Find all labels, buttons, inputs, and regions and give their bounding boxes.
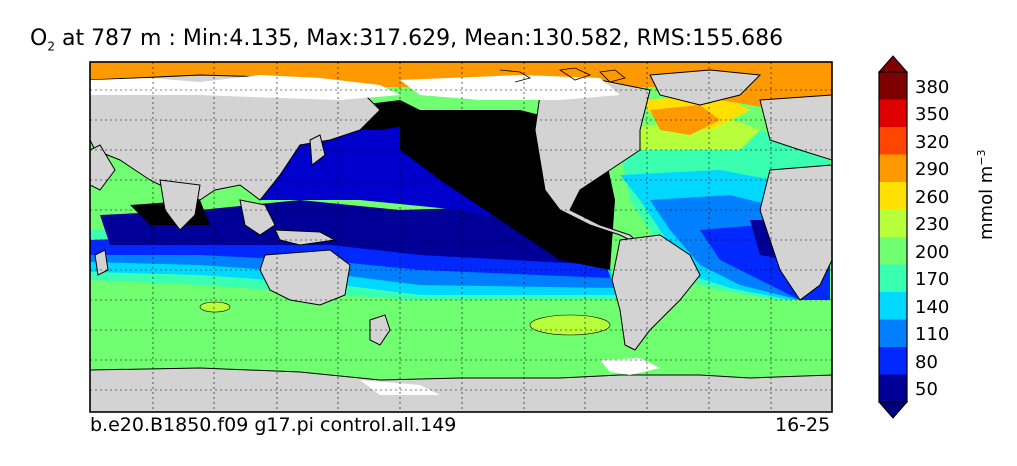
title-subscript: 2 [47, 39, 55, 54]
colorbar-swatch [879, 99, 907, 128]
europe [759, 94, 832, 161]
colorbar-swatch [879, 127, 907, 155]
colorbar-under-triangle [877, 401, 909, 419]
colorbar-tick-label: 140 [915, 296, 950, 318]
colorbar-swatch [879, 209, 907, 238]
plot-title: O2 at 787 m : Min:4.135, Max:317.629, Me… [30, 26, 783, 53]
colorbar-tick-label: 350 [915, 104, 950, 126]
colorbar-swatch [879, 264, 907, 293]
case-name-label: b.e20.B1850.f09 g17.pi control.all.149 [90, 414, 457, 436]
land-masses [90, 69, 832, 412]
colorbar [879, 72, 907, 403]
colorbar-swatch [879, 347, 907, 375]
graticule [90, 62, 832, 412]
colorbar-tick-label: 200 [915, 241, 950, 263]
colorbar-swatch [879, 292, 907, 320]
colorbar-tick-label: 110 [915, 324, 950, 346]
colorbar-tick-label: 290 [915, 159, 950, 181]
colorbar-tick-label: 260 [915, 186, 950, 208]
colorbar-tick-label: 170 [915, 269, 950, 291]
years-label: 16-25 [775, 414, 831, 436]
title-rest: at 787 m : Min:4.135, Max:317.629, Mean:… [54, 26, 784, 51]
north-america [534, 79, 651, 246]
colorbar-over-triangle [877, 55, 909, 73]
colorbar-swatch [879, 319, 907, 348]
colorbar-swatch [879, 72, 907, 100]
greenland [649, 69, 762, 106]
australia [259, 249, 351, 306]
title-prefix: O [30, 26, 48, 51]
missing-regions [90, 75, 660, 395]
colorbar-swatch [879, 154, 907, 183]
colorbar-tick-label: 230 [915, 214, 950, 236]
colorbar-units-label: mmol m−3 [975, 149, 997, 240]
india [159, 179, 201, 231]
zone-50 [100, 200, 605, 265]
colorbar-swatch [879, 374, 907, 403]
map-panel [90, 62, 832, 412]
colorbar-tick-label: 80 [915, 351, 938, 373]
colorbar-swatch [879, 182, 907, 210]
colorbar-frame [878, 71, 908, 403]
colorbar-swatch [879, 237, 907, 265]
colorbar-tick-label: 50 [915, 379, 938, 401]
colorbar-tick-label: 320 [915, 131, 950, 153]
colorbar-tick-label: 380 [915, 76, 950, 98]
map-frame [89, 61, 833, 413]
